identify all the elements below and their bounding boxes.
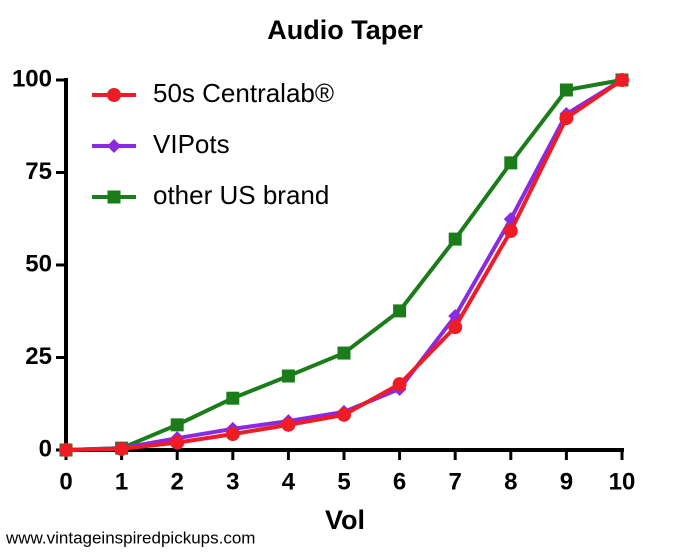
data-point — [559, 111, 574, 126]
x-tick-label: 10 — [609, 468, 636, 495]
legend-marker — [107, 190, 121, 204]
y-tick-label: 75 — [25, 158, 52, 185]
source-note: www.vintageinspiredpickups.com — [5, 528, 255, 547]
legend-marker — [107, 88, 121, 102]
data-point — [615, 73, 629, 87]
y-tick-label: 0 — [39, 435, 52, 462]
chart-title: Audio Taper — [267, 15, 423, 45]
legend-label: other US brand — [153, 180, 329, 210]
data-point — [503, 223, 518, 238]
data-point — [448, 320, 463, 335]
x-tick-label: 5 — [337, 468, 350, 495]
x-tick-label: 7 — [449, 468, 462, 495]
series-line — [65, 78, 624, 452]
data-point — [392, 377, 407, 392]
x-tick-label: 1 — [115, 468, 128, 495]
legend-marker — [107, 139, 121, 153]
data-point — [225, 427, 240, 442]
data-point — [59, 443, 73, 457]
data-point — [337, 407, 351, 422]
data-point — [281, 369, 295, 383]
x-tick-label: 0 — [59, 468, 72, 495]
data-point — [114, 441, 129, 456]
data-point — [448, 232, 462, 246]
y-tick-label: 100 — [12, 65, 52, 92]
x-tick-label: 6 — [393, 468, 406, 495]
data-point — [281, 417, 296, 432]
data-point — [170, 418, 184, 432]
legend-label: 50s Centralab® — [153, 78, 334, 108]
data-point — [393, 304, 407, 318]
data-point — [559, 83, 573, 97]
data-point — [170, 435, 185, 450]
y-tick-label: 25 — [25, 343, 52, 370]
x-tick-label: 3 — [226, 468, 239, 495]
x-tick-label: 2 — [171, 468, 184, 495]
x-tick-label: 8 — [504, 468, 517, 495]
x-axis-label: Vol — [325, 505, 365, 535]
data-point — [504, 156, 518, 170]
series-line — [65, 78, 623, 452]
legend-label: VIPots — [153, 129, 230, 159]
y-tick-label: 50 — [25, 250, 52, 277]
data-point — [226, 391, 240, 405]
x-tick-label: 9 — [560, 468, 573, 495]
data-point — [337, 346, 351, 360]
series-line — [65, 78, 624, 452]
x-tick-label: 4 — [282, 468, 296, 495]
